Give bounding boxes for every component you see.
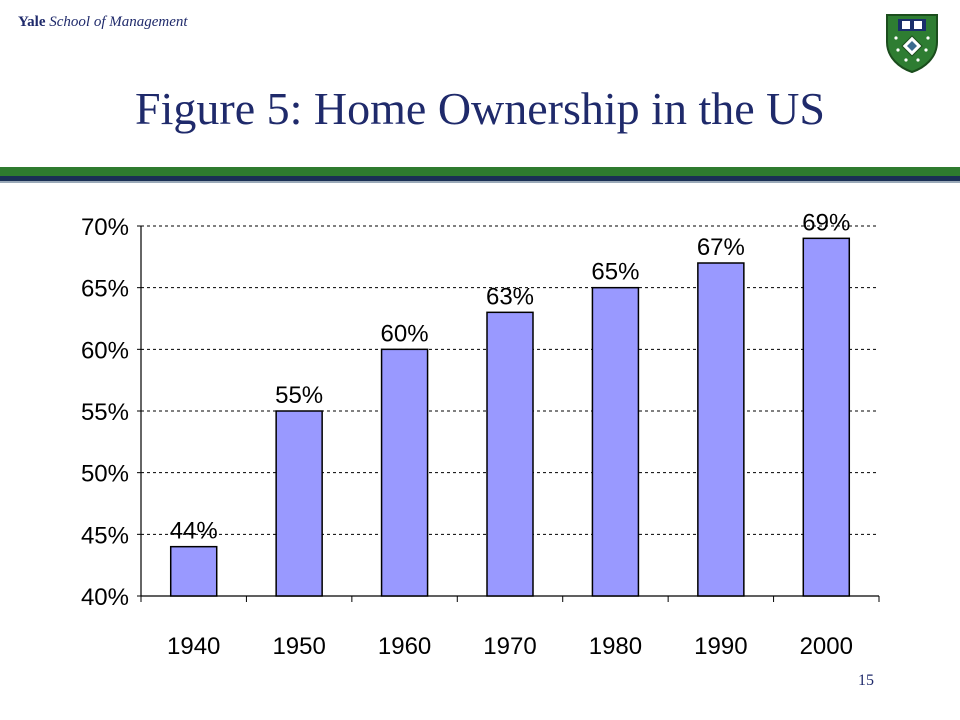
x-tick-labels: 1940 1950 1960 1970 1980 1990 2000 <box>167 633 853 660</box>
x-tick-label: 1970 <box>483 633 536 660</box>
bar <box>697 262 745 597</box>
bar <box>380 348 429 597</box>
bars <box>169 237 851 597</box>
bar <box>802 237 851 597</box>
divider-band-light <box>0 181 960 183</box>
data-label: 63% <box>486 283 534 310</box>
y-tick-label: 45% <box>81 522 129 549</box>
x-tick-label: 1980 <box>589 633 642 660</box>
data-label: 60% <box>381 320 429 347</box>
home-ownership-bar-chart: 44% 55% 60% 63% 65% 67% 69% 40% 45% 50% 55% 60% 65%… <box>81 209 880 660</box>
y-tick-label: 70% <box>81 214 129 241</box>
y-tick-labels: 40% 45% 50% 55% 60% 65% 70% <box>81 214 129 611</box>
divider-band-dark <box>0 176 960 181</box>
y-tick-label: 40% <box>81 584 129 611</box>
brand-school: School of Management <box>49 14 188 30</box>
bar <box>486 311 534 597</box>
x-tick-label: 1960 <box>378 633 431 660</box>
data-label: 69% <box>802 209 850 236</box>
data-label: 67% <box>697 234 745 261</box>
x-tick-label: 1940 <box>167 633 220 660</box>
x-tick-label: 1950 <box>272 633 325 660</box>
bar <box>591 286 640 597</box>
page-number: 15 <box>858 672 874 689</box>
data-labels: 44% 55% 60% 63% 65% 67% 69% <box>170 209 851 544</box>
y-tick-label: 50% <box>81 461 129 488</box>
data-label: 65% <box>591 259 639 286</box>
title-divider <box>0 167 960 183</box>
slide-title: Figure 5: Home Ownership in the US <box>135 83 825 134</box>
bar <box>275 410 323 597</box>
y-tick-label: 55% <box>81 399 129 426</box>
y-tick-label: 65% <box>81 276 129 303</box>
yale-som-shield-icon <box>886 14 938 74</box>
y-tick-label: 60% <box>81 337 129 364</box>
x-tick-label: 2000 <box>800 633 853 660</box>
x-tick-label: 1990 <box>694 633 747 660</box>
brand-header: Yale School of Management <box>18 14 188 31</box>
brand-yale: Yale <box>18 14 46 30</box>
data-label: 44% <box>170 518 218 545</box>
bar <box>169 545 218 597</box>
data-label: 55% <box>275 382 323 409</box>
divider-band-green <box>0 167 960 176</box>
